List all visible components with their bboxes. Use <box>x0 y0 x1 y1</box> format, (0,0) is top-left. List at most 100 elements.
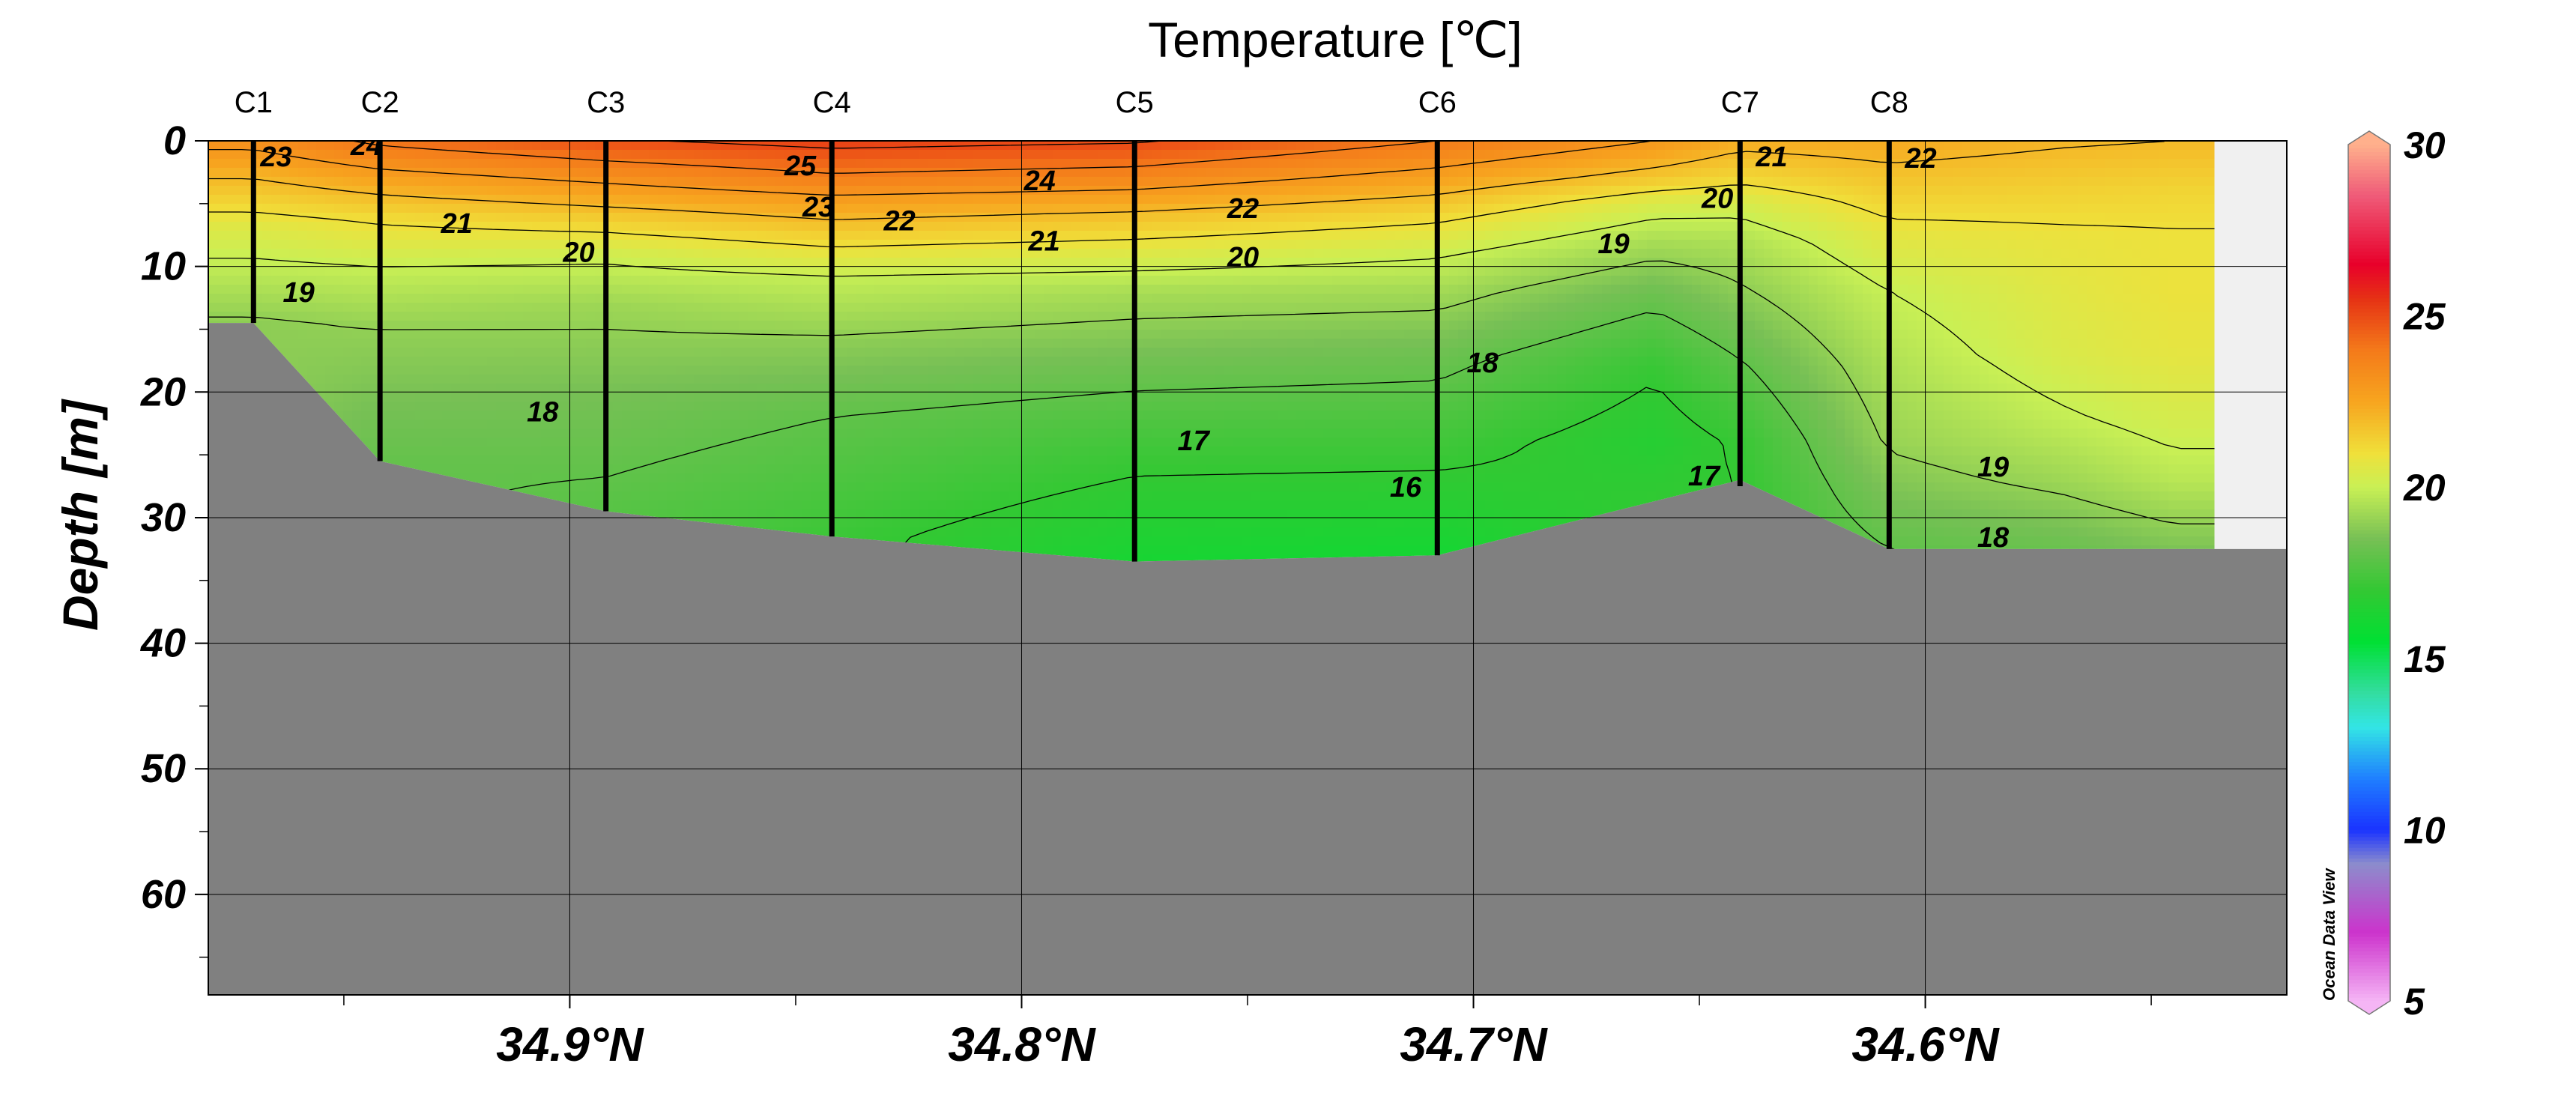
temperature-cell <box>928 339 937 348</box>
temperature-cell <box>1000 429 1009 438</box>
temperature-cell <box>955 438 964 447</box>
temperature-cell <box>586 393 596 402</box>
temperature-cell <box>307 177 317 187</box>
temperature-cell <box>1044 518 1054 528</box>
temperature-cell <box>1107 249 1117 258</box>
temperature-cell <box>658 258 668 267</box>
temperature-cell <box>964 527 973 537</box>
temperature-cell <box>712 222 722 231</box>
temperature-cell <box>694 168 704 178</box>
temperature-cell <box>676 258 686 267</box>
temperature-cell <box>505 411 515 420</box>
temperature-cell <box>631 384 641 393</box>
temperature-cell <box>397 303 407 312</box>
temperature-cell <box>487 186 497 196</box>
temperature-cell <box>703 276 713 285</box>
temperature-cell <box>1089 294 1099 303</box>
temperature-cell <box>1062 438 1072 447</box>
temperature-cell <box>541 303 551 312</box>
temperature-cell <box>820 141 829 151</box>
temperature-cell <box>802 294 811 303</box>
temperature-cell <box>406 366 416 375</box>
temperature-cell <box>1000 213 1009 222</box>
temperature-cell <box>838 159 847 169</box>
temperature-cell <box>496 177 506 187</box>
temperature-cell <box>595 446 605 456</box>
temperature-cell <box>397 420 407 429</box>
temperature-cell <box>937 330 946 339</box>
temperature-cell <box>946 249 955 258</box>
temperature-cell <box>1116 464 1126 474</box>
temperature-cell <box>775 186 784 196</box>
temperature-cell <box>307 303 317 312</box>
temperature-cell <box>964 357 973 366</box>
temperature-cell <box>532 204 542 214</box>
temperature-cell <box>973 321 982 330</box>
temperature-cell <box>847 240 856 249</box>
temperature-cell <box>406 438 416 447</box>
temperature-cell <box>739 285 749 294</box>
temperature-cell <box>550 321 560 330</box>
temperature-cell <box>577 348 587 357</box>
temperature-cell <box>883 294 892 303</box>
temperature-cell <box>721 482 731 492</box>
temperature-cell <box>505 222 515 231</box>
temperature-cell <box>424 303 434 312</box>
temperature-cell <box>505 285 515 294</box>
temperature-cell <box>730 312 740 321</box>
temperature-cell <box>325 231 335 240</box>
temperature-cell <box>847 222 856 231</box>
temperature-cell <box>721 240 731 249</box>
temperature-cell <box>469 402 479 411</box>
temperature-cell <box>748 294 758 303</box>
temperature-cell <box>703 195 713 205</box>
temperature-cell <box>955 159 964 169</box>
temperature-cell <box>937 482 946 492</box>
temperature-cell <box>775 482 784 492</box>
temperature-cell <box>883 159 892 169</box>
temperature-cell <box>451 464 461 474</box>
temperature-cell <box>235 303 245 312</box>
temperature-cell <box>505 186 515 196</box>
temperature-cell <box>910 285 919 294</box>
temperature-cell <box>280 294 290 303</box>
temperature-cell <box>496 464 506 474</box>
temperature-cell <box>343 267 353 276</box>
temperature-cell <box>802 312 811 321</box>
temperature-cell <box>289 204 299 214</box>
temperature-cell <box>1089 168 1099 178</box>
temperature-cell <box>1098 384 1108 393</box>
temperature-cell <box>793 357 802 366</box>
temperature-cell <box>892 357 901 366</box>
temperature-cell <box>982 375 991 384</box>
temperature-cell <box>397 177 407 187</box>
temperature-cell <box>1089 357 1099 366</box>
temperature-cell <box>577 222 587 231</box>
temperature-cell <box>298 321 308 330</box>
temperature-cell <box>748 366 758 375</box>
temperature-cell <box>883 429 892 438</box>
temperature-cell <box>1080 213 1090 222</box>
temperature-cell <box>442 303 452 312</box>
temperature-cell <box>667 258 677 267</box>
temperature-cell <box>1107 330 1117 339</box>
temperature-cell <box>847 303 856 312</box>
temperature-cell <box>901 402 910 411</box>
temperature-cell <box>820 159 829 169</box>
temperature-cell <box>757 473 767 483</box>
temperature-cell <box>901 276 910 285</box>
temperature-cell <box>478 177 488 187</box>
temperature-cell <box>406 150 416 160</box>
temperature-cell <box>343 366 353 375</box>
temperature-cell <box>541 446 551 456</box>
temperature-cell <box>505 330 515 339</box>
temperature-cell <box>496 473 506 483</box>
temperature-cell <box>622 249 632 258</box>
temperature-cell <box>1044 545 1054 555</box>
temperature-cell <box>685 393 695 402</box>
temperature-cell <box>955 348 964 357</box>
temperature-cell <box>415 168 425 178</box>
temperature-cell <box>883 518 892 528</box>
temperature-cell <box>415 375 425 384</box>
temperature-cell <box>307 285 317 294</box>
